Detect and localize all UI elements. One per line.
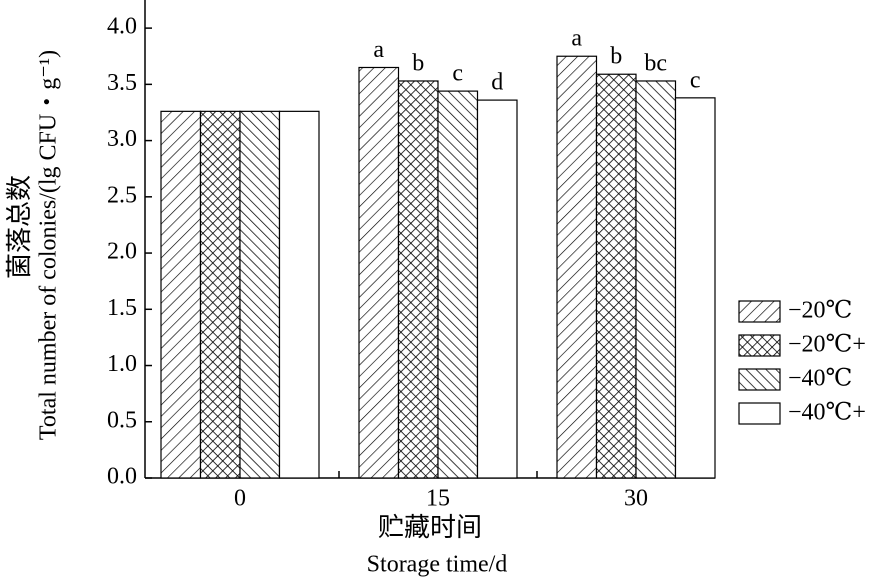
bar [239, 110, 281, 479]
bar [199, 110, 241, 479]
bar [160, 110, 202, 479]
bar [437, 90, 479, 479]
y-tick-label: 1.0 [107, 351, 137, 377]
legend-label: −40℃+ [788, 400, 866, 426]
bar [674, 97, 716, 479]
legend-label: −20℃ [788, 298, 852, 324]
x-tick-label: 0 [234, 486, 246, 512]
y-tick-label: 2.5 [107, 182, 137, 208]
bar [397, 80, 439, 479]
y-tick-label: 3.5 [107, 70, 137, 96]
y-tick-label: 3.0 [107, 126, 137, 152]
legend-swatch [738, 402, 781, 425]
x-label: Storage time/d [367, 552, 508, 578]
legend-swatch [738, 368, 781, 391]
bar-letter: c [452, 61, 463, 87]
legend-swatch [738, 334, 781, 357]
y-tick-label: 1.5 [107, 295, 137, 321]
y-tick-label: 0.5 [107, 407, 137, 433]
bar [476, 99, 518, 479]
x-tick-label: 30 [624, 486, 648, 512]
legend-label: −40℃ [788, 366, 852, 392]
y-tick-label: 2.0 [107, 239, 137, 265]
bar-letter: a [571, 26, 582, 52]
bar-letter: d [491, 70, 503, 96]
bar [595, 73, 637, 479]
bar [556, 55, 598, 479]
bar-letter: b [412, 50, 424, 76]
y-label-cn: 菌落总数 [5, 175, 34, 279]
x-tick-label: 15 [426, 486, 450, 512]
bar [358, 66, 400, 479]
bar-letter: a [373, 37, 384, 63]
bar-letter: b [610, 44, 622, 70]
y-label: Total number of colonies/(lg CFU・g⁻¹) [36, 50, 62, 440]
bar [635, 80, 677, 479]
legend-swatch [738, 300, 781, 323]
bar-letter: bc [644, 50, 667, 76]
x-label-cn: 贮藏时间 [378, 513, 482, 542]
legend-label: −20℃+ [788, 332, 866, 358]
bar [278, 110, 320, 479]
bar-letter: c [690, 67, 701, 93]
y-tick-label: 0.0 [107, 464, 137, 490]
y-tick-label: 4.0 [107, 14, 137, 40]
